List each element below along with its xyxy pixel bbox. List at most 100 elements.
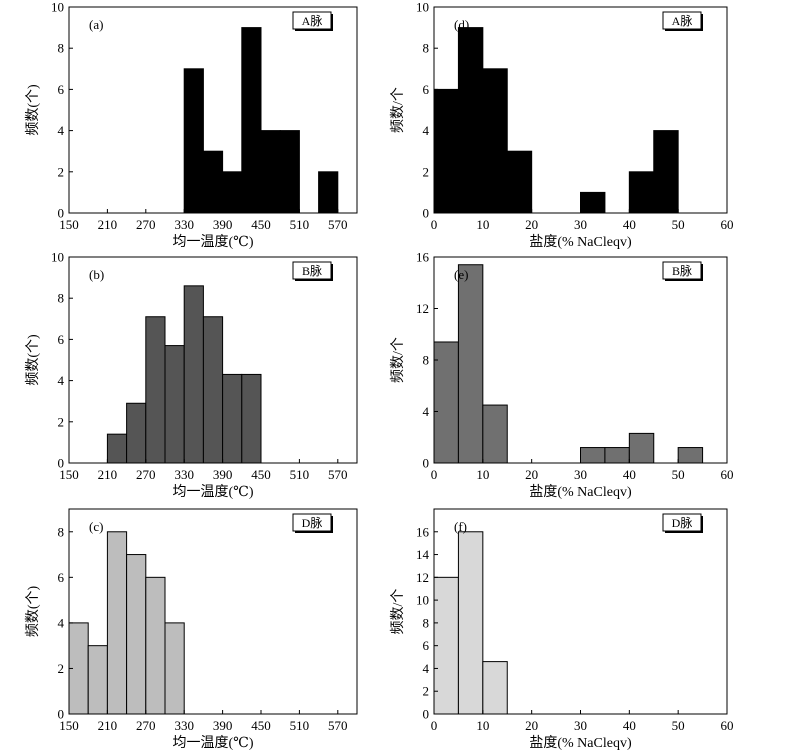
histogram-bar-c-4 bbox=[145, 576, 166, 715]
x-tick-label: 30 bbox=[574, 467, 587, 482]
panel-c: 150 210 270 330 390 450 510 570 0 2 4 6 8 均一温度(℃) 频数(个… bbox=[25, 508, 358, 751]
histogram-bar-b-5 bbox=[202, 316, 224, 464]
y-tick-label: 10 bbox=[416, 0, 429, 15]
plot-frame bbox=[68, 256, 358, 464]
vein-tag-box bbox=[662, 11, 702, 30]
histogram-bar-d-5 bbox=[628, 171, 655, 214]
histogram-bar-b-3 bbox=[164, 345, 185, 464]
y-axis-title: 频数(个) bbox=[25, 84, 41, 136]
x-tick-label: 150 bbox=[59, 718, 79, 733]
y-tick-label: 2 bbox=[58, 661, 65, 676]
histogram-bar-a-0 bbox=[183, 68, 204, 214]
y-tick-label: 2 bbox=[423, 684, 430, 699]
x-tick-label: 10 bbox=[476, 467, 489, 482]
y-tick-label: 10 bbox=[51, 250, 64, 265]
histogram-bar-d-0 bbox=[433, 88, 459, 214]
y-tick-label: 2 bbox=[423, 164, 430, 179]
y-tick-label: 4 bbox=[423, 123, 430, 138]
x-tick-label: 210 bbox=[98, 718, 118, 733]
y-tick-label: 4 bbox=[423, 404, 430, 419]
x-tick-label: 570 bbox=[328, 718, 348, 733]
y-axis-title: 频数(个) bbox=[25, 334, 41, 386]
x-tick-label: 270 bbox=[136, 467, 156, 482]
histogram-bar-a-3 bbox=[241, 27, 262, 214]
x-tick-label: 330 bbox=[174, 467, 194, 482]
histogram-bar-b-7 bbox=[241, 373, 262, 464]
x-tick-label: 450 bbox=[251, 718, 271, 733]
x-axis-title: 均一温度(℃) bbox=[173, 735, 254, 751]
y-tick-label: 4 bbox=[58, 615, 65, 630]
y-tick-label: 8 bbox=[423, 41, 430, 56]
vein-tag-box bbox=[292, 11, 332, 30]
histogram-bar-d-2 bbox=[482, 68, 508, 214]
x-tick-label: 150 bbox=[59, 467, 79, 482]
y-tick-label: 8 bbox=[58, 41, 65, 56]
y-tick-label: 2 bbox=[58, 164, 65, 179]
x-tick-label: 50 bbox=[672, 467, 685, 482]
x-tick-label: 270 bbox=[136, 217, 156, 232]
y-tick-label: 0 bbox=[423, 707, 430, 722]
panel-d: 0 10 20 30 40 50 60 0 2 4 6 8 10 盐度(% NaCleqv) 频数/个 (d)… bbox=[390, 0, 734, 250]
x-tick-label: 510 bbox=[290, 467, 310, 482]
x-tick-label: 60 bbox=[721, 467, 734, 482]
vein-tag-label: D脉 bbox=[302, 515, 323, 530]
histogram-bar-c-1 bbox=[87, 645, 108, 715]
histogram-bar-a-1 bbox=[202, 150, 224, 214]
vein-tag-box bbox=[292, 513, 332, 532]
vein-tag-label: B脉 bbox=[302, 263, 322, 278]
histogram-bar-c-2 bbox=[106, 531, 128, 715]
histogram-bar-e-5 bbox=[628, 432, 655, 464]
x-tick-label: 570 bbox=[328, 467, 348, 482]
histogram-bar-e-4 bbox=[604, 447, 630, 464]
x-tick-label: 0 bbox=[431, 718, 438, 733]
histogram-bar-a-5 bbox=[279, 130, 300, 214]
y-axis-title: 频数/个 bbox=[390, 87, 406, 133]
x-tick-label: 50 bbox=[672, 718, 685, 733]
histogram-bar-c-5 bbox=[164, 622, 185, 715]
histogram-bar-c-3 bbox=[126, 554, 147, 715]
vein-tag-label: A脉 bbox=[302, 13, 323, 28]
y-tick-label: 16 bbox=[416, 524, 430, 539]
x-tick-label: 20 bbox=[525, 718, 538, 733]
x-tick-label: 30 bbox=[574, 217, 587, 232]
y-tick-label: 0 bbox=[423, 206, 430, 221]
x-tick-label: 0 bbox=[431, 467, 438, 482]
y-axis-title: 频数/个 bbox=[390, 337, 406, 383]
histogram-bar-e-3 bbox=[580, 447, 606, 464]
plot-frame bbox=[68, 6, 358, 214]
y-tick-label: 4 bbox=[58, 373, 65, 388]
y-tick-label: 10 bbox=[51, 0, 64, 15]
x-tick-label: 510 bbox=[290, 718, 310, 733]
histogram-bar-f-1 bbox=[457, 531, 484, 715]
histogram-bar-d-1 bbox=[457, 27, 484, 214]
x-tick-label: 150 bbox=[59, 217, 79, 232]
x-tick-label: 20 bbox=[525, 217, 538, 232]
histogram-bar-b-2 bbox=[145, 316, 166, 464]
histogram-bar-d-6 bbox=[653, 130, 679, 214]
histogram-bar-e-6 bbox=[677, 447, 704, 464]
histogram-bar-e-2 bbox=[482, 404, 508, 464]
x-tick-label: 510 bbox=[290, 217, 310, 232]
x-tick-label: 450 bbox=[251, 217, 271, 232]
y-tick-label: 16 bbox=[416, 250, 430, 265]
y-tick-label: 12 bbox=[416, 301, 429, 316]
y-tick-label: 6 bbox=[58, 82, 65, 97]
y-tick-label: 6 bbox=[423, 638, 430, 653]
histogram-bar-d-4 bbox=[580, 191, 606, 214]
histogram-bar-b-6 bbox=[222, 373, 243, 464]
histogram-bar-b-1 bbox=[126, 402, 147, 464]
x-tick-label: 40 bbox=[623, 467, 636, 482]
panel-letter: (a) bbox=[89, 17, 103, 32]
y-tick-label: 8 bbox=[58, 291, 65, 306]
panel-letter: (f) bbox=[454, 519, 467, 534]
x-tick-label: 10 bbox=[476, 217, 489, 232]
plot-frame bbox=[68, 508, 358, 715]
histogram-bar-d-3 bbox=[506, 150, 533, 214]
x-tick-label: 30 bbox=[574, 718, 587, 733]
panel-e: 0 10 20 30 40 50 60 0 4 8 12 16 盐度(% NaCleqv) 频数/个 (e)… bbox=[390, 250, 734, 501]
histogram-bar-a-4 bbox=[260, 130, 281, 214]
y-axis-title: 频数/个 bbox=[390, 589, 406, 635]
histogram-bar-a-6 bbox=[318, 171, 339, 214]
histogram-bar-e-0 bbox=[433, 341, 459, 464]
